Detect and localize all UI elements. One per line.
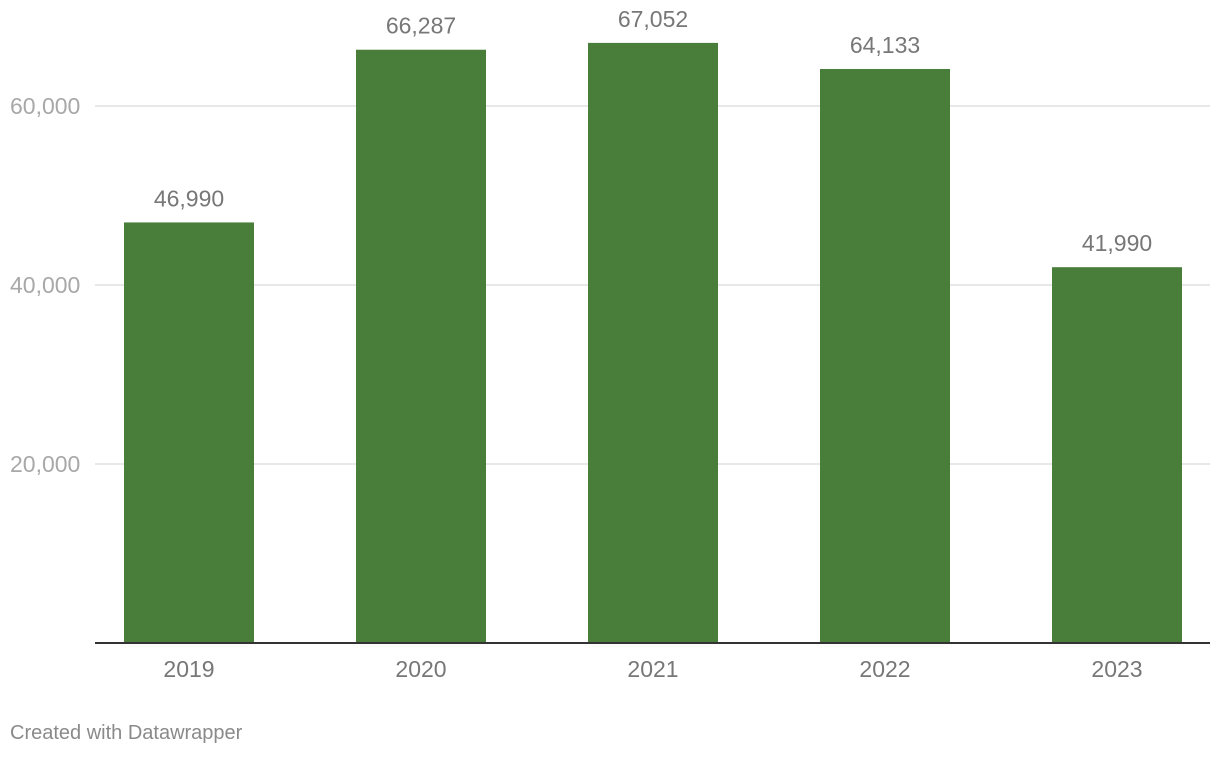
bar (124, 222, 254, 643)
bar-value-label: 64,133 (850, 32, 920, 58)
x-tick-label: 2019 (163, 656, 214, 682)
bar-value-label: 66,287 (386, 13, 456, 39)
x-tick-label: 2022 (859, 656, 910, 682)
bar (588, 42, 718, 644)
bar (356, 49, 486, 644)
x-axis-tick-labels: 2019 2020 2021 2022 2023 (163, 656, 1142, 682)
data-labels: 46,990 66,287 67,052 64,133 41,990 (154, 6, 1152, 256)
bar-value-label: 41,990 (1082, 230, 1152, 256)
y-tick-label: 20,000 (10, 451, 80, 477)
bar-value-label: 67,052 (618, 6, 688, 32)
bar (1052, 267, 1182, 643)
y-tick-label: 60,000 (10, 93, 80, 119)
x-tick-label: 2023 (1091, 656, 1142, 682)
footer-credit: Created with Datawrapper (10, 722, 243, 744)
bar-value-label: 46,990 (154, 185, 224, 211)
bars (124, 42, 1182, 644)
y-tick-label: 40,000 (10, 272, 80, 298)
bar (820, 69, 950, 644)
x-tick-label: 2021 (627, 656, 678, 682)
y-axis-tick-labels: 20,000 40,000 60,000 (10, 93, 80, 477)
x-tick-label: 2020 (395, 656, 446, 682)
